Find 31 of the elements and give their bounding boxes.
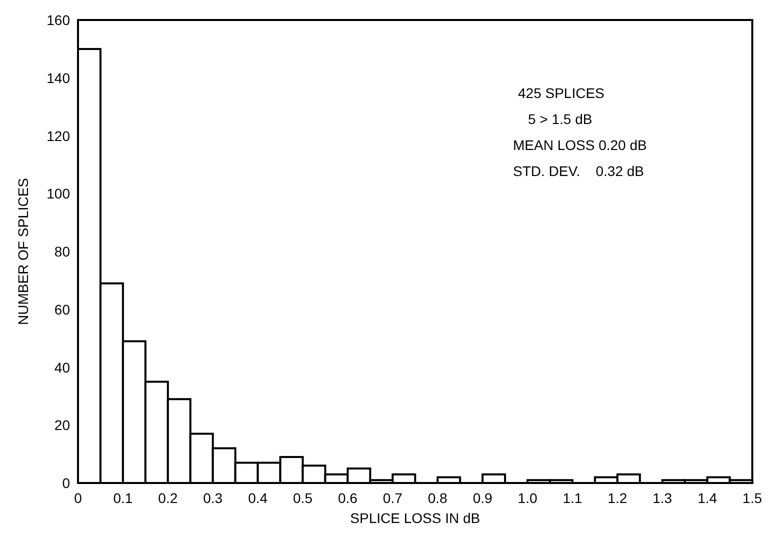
x-tick-label: 1.5: [742, 490, 762, 506]
x-tick-label: 0.2: [158, 490, 178, 506]
annotation: 425 SPLICES: [518, 85, 604, 101]
x-tick-label: 0.3: [203, 490, 223, 506]
y-tick-label: 160: [46, 12, 70, 28]
x-tick-label: 0.7: [382, 490, 403, 506]
x-tick-label: 0.6: [338, 490, 358, 506]
x-tick-label: 1.2: [608, 490, 628, 506]
x-tick-label: 0: [74, 490, 82, 506]
y-tick-label: 140: [46, 70, 70, 86]
annotation: STD. DEV. 0.32 dB: [513, 163, 644, 179]
x-tick-label: 0.4: [248, 490, 268, 506]
y-axis-title: NUMBER OF SPLICES: [15, 178, 31, 326]
x-tick-label: 0.8: [428, 490, 448, 506]
y-tick-label: 20: [54, 417, 70, 434]
x-tick-label: 1.4: [698, 490, 718, 506]
x-tick-label: 0.1: [113, 490, 133, 506]
x-tick-label: 1.1: [562, 490, 582, 506]
annotation: MEAN LOSS 0.20 dB: [513, 137, 647, 153]
y-tick-label: 40: [54, 359, 70, 376]
y-tick-label: 60: [54, 301, 70, 318]
annotation: 5 > 1.5 dB: [528, 111, 592, 127]
x-axis-title: SPLICE LOSS IN dB: [350, 510, 480, 526]
x-tick-label: 1.3: [652, 490, 672, 506]
y-tick-label: 100: [46, 186, 70, 202]
x-tick-label: 0.9: [472, 490, 493, 506]
y-tick-label: 120: [46, 128, 70, 144]
y-tick-label: 0: [62, 475, 70, 491]
x-tick-label: 1.0: [518, 490, 538, 506]
y-tick-label: 80: [54, 244, 70, 260]
x-tick-label: 0.5: [293, 490, 313, 506]
